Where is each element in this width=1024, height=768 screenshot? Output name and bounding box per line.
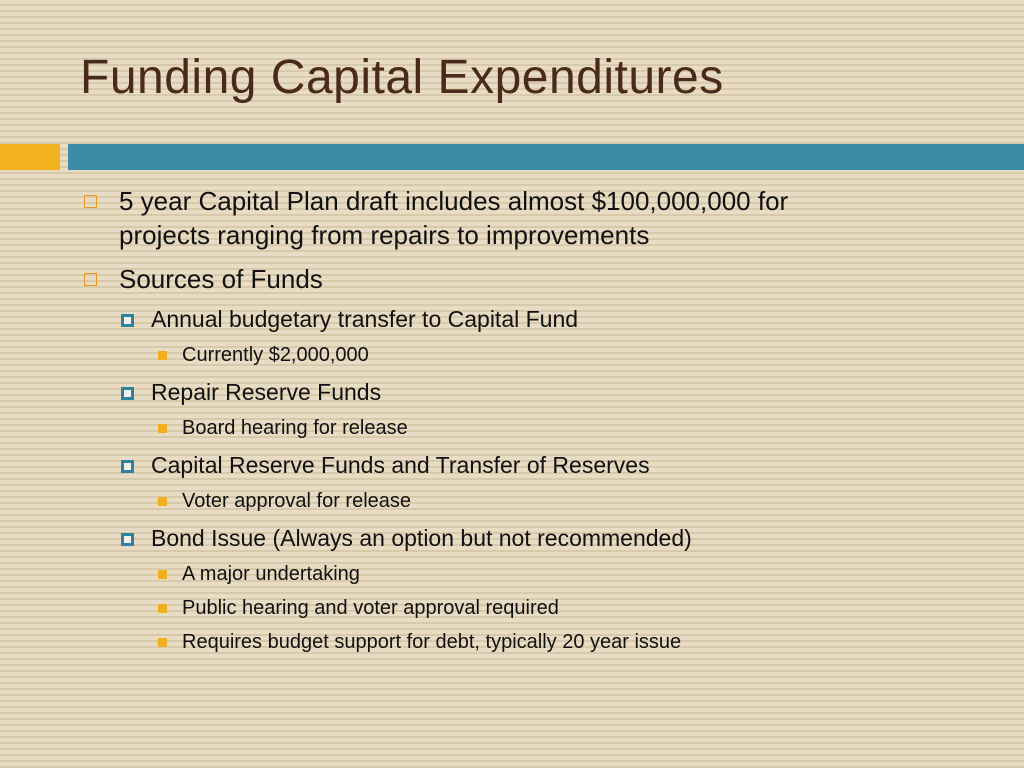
bullet-line: Public hearing and voter approval requir… bbox=[182, 597, 559, 619]
framed-square-icon bbox=[121, 533, 134, 546]
filled-square-icon bbox=[158, 604, 167, 613]
bullet-text: Annual budgetary transfer to Capital Fun… bbox=[151, 304, 578, 334]
bullet-level-2: Bond Issue (Always an option but not rec… bbox=[121, 523, 692, 553]
bullet-level-1: 5 year Capital Plan draft includes almos… bbox=[84, 184, 788, 252]
accent-bar-teal bbox=[68, 144, 1024, 170]
filled-square-icon bbox=[158, 497, 167, 506]
hollow-square-icon bbox=[84, 273, 97, 286]
bullet-line: Currently $2,000,000 bbox=[182, 344, 369, 366]
bullet-line: 5 year Capital Plan draft includes almos… bbox=[119, 186, 789, 216]
filled-square-icon bbox=[158, 424, 167, 433]
bullet-line: Voter approval for release bbox=[182, 490, 412, 512]
bullet-level-1: Sources of Funds bbox=[84, 262, 323, 296]
filled-square-icon bbox=[158, 351, 167, 360]
bullet-text: Requires budget support for debt, typica… bbox=[182, 629, 681, 655]
hollow-square-icon bbox=[84, 195, 97, 208]
bullet-line: Capital Reserve Funds and Transfer of Re… bbox=[151, 452, 650, 478]
bullet-line: Sources of Funds bbox=[119, 264, 323, 294]
bullet-level-2: Capital Reserve Funds and Transfer of Re… bbox=[121, 450, 650, 480]
bullet-line: A major undertaking bbox=[182, 563, 360, 585]
slide-title: Funding Capital Expenditures bbox=[80, 51, 724, 104]
bullet-line: Board hearing for release bbox=[182, 417, 408, 439]
bullet-text: 5 year Capital Plan draft includes almos… bbox=[119, 184, 788, 252]
bullet-text: Currently $2,000,000 bbox=[182, 342, 369, 368]
framed-square-icon bbox=[121, 314, 134, 327]
bullet-line: projects ranging from repairs to improve… bbox=[119, 220, 650, 250]
bullet-line: Annual budgetary transfer to Capital Fun… bbox=[151, 306, 579, 332]
bullet-text: Public hearing and voter approval requir… bbox=[182, 595, 559, 621]
bullet-level-3: Currently $2,000,000 bbox=[158, 342, 369, 368]
bullet-level-3: Requires budget support for debt, typica… bbox=[158, 629, 681, 655]
filled-square-icon bbox=[158, 638, 167, 647]
bullet-text: Capital Reserve Funds and Transfer of Re… bbox=[151, 450, 650, 480]
accent-bar-orange bbox=[0, 144, 60, 170]
bullet-line: Bond Issue (Always an option but not rec… bbox=[151, 525, 692, 551]
bullet-level-3: Board hearing for release bbox=[158, 415, 408, 441]
framed-square-icon bbox=[121, 460, 134, 473]
bullet-level-3: Public hearing and voter approval requir… bbox=[158, 595, 559, 621]
bullet-text: Repair Reserve Funds bbox=[151, 377, 381, 407]
bullet-text: Voter approval for release bbox=[182, 488, 411, 514]
bullet-level-2: Annual budgetary transfer to Capital Fun… bbox=[121, 304, 578, 334]
bullet-level-3: Voter approval for release bbox=[158, 488, 411, 514]
bullet-text: Sources of Funds bbox=[119, 262, 323, 296]
bullet-line: Requires budget support for debt, typica… bbox=[182, 631, 682, 653]
bullet-text: Bond Issue (Always an option but not rec… bbox=[151, 523, 692, 553]
bullet-text: A major undertaking bbox=[182, 561, 360, 587]
bullet-level-3: A major undertaking bbox=[158, 561, 360, 587]
bullet-line: Repair Reserve Funds bbox=[151, 379, 382, 405]
framed-square-icon bbox=[121, 387, 134, 400]
bullet-text: Board hearing for release bbox=[182, 415, 408, 441]
filled-square-icon bbox=[158, 570, 167, 579]
bullet-level-2: Repair Reserve Funds bbox=[121, 377, 381, 407]
